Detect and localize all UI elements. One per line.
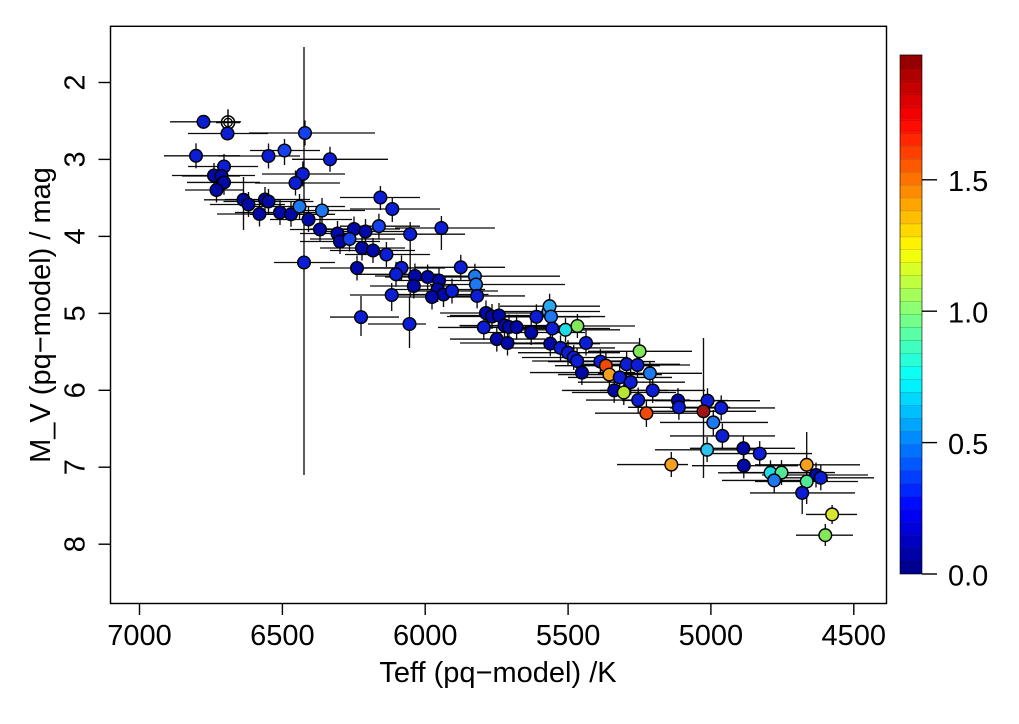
svg-text:0.0: 0.0 [948, 560, 988, 592]
svg-text:8: 8 [60, 536, 92, 552]
svg-text:4500: 4500 [822, 620, 887, 652]
svg-text:6500: 6500 [250, 620, 315, 652]
svg-text:7: 7 [60, 459, 92, 475]
svg-text:1.0: 1.0 [948, 298, 988, 330]
svg-text:4: 4 [60, 228, 92, 244]
svg-text:1.5: 1.5 [948, 166, 988, 198]
svg-text:3: 3 [60, 151, 92, 167]
svg-text:5: 5 [60, 305, 92, 321]
svg-text:2: 2 [60, 74, 92, 90]
svg-text:0.5: 0.5 [948, 429, 988, 461]
svg-text:6000: 6000 [393, 620, 458, 652]
svg-text:M_V (pq−model) / mag: M_V (pq−model) / mag [25, 167, 57, 463]
svg-text:5000: 5000 [679, 620, 744, 652]
svg-text:6: 6 [60, 382, 92, 398]
svg-text:Teff (pq−model) /K: Teff (pq−model) /K [379, 657, 617, 689]
svg-text:5500: 5500 [536, 620, 601, 652]
svg-text:7000: 7000 [107, 620, 172, 652]
